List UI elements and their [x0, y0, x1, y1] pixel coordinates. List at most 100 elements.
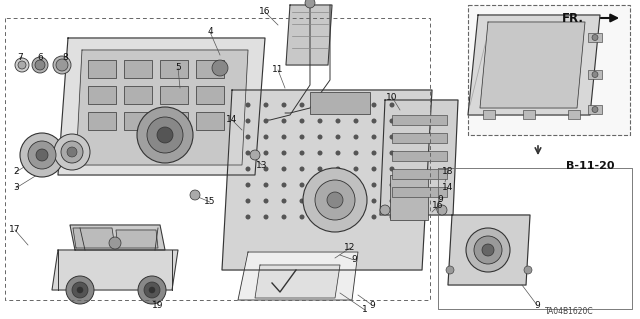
Polygon shape [448, 215, 530, 285]
Circle shape [282, 102, 287, 108]
Circle shape [300, 135, 305, 139]
Polygon shape [380, 100, 458, 215]
Bar [588, 33, 602, 42]
Circle shape [77, 287, 83, 293]
Circle shape [147, 117, 183, 153]
Circle shape [246, 167, 250, 172]
Bar [310, 92, 370, 114]
Circle shape [303, 168, 367, 232]
Circle shape [246, 118, 250, 123]
Circle shape [592, 71, 598, 78]
Polygon shape [255, 265, 340, 298]
Text: 18: 18 [442, 167, 454, 176]
Text: B-11-20: B-11-20 [566, 161, 614, 171]
Circle shape [190, 190, 200, 200]
Circle shape [282, 118, 287, 123]
Circle shape [144, 282, 160, 298]
Text: 5: 5 [175, 63, 181, 72]
Bar [88, 112, 116, 130]
Circle shape [109, 237, 121, 249]
Text: 17: 17 [9, 226, 20, 234]
Circle shape [380, 205, 390, 215]
Polygon shape [116, 230, 158, 248]
Text: TA04B1620C: TA04B1620C [545, 308, 594, 316]
Polygon shape [480, 22, 585, 108]
Polygon shape [238, 252, 358, 300]
Text: 2: 2 [13, 167, 19, 176]
Circle shape [353, 118, 358, 123]
Bar [160, 86, 188, 104]
Bar [392, 151, 447, 161]
Circle shape [353, 198, 358, 204]
Circle shape [335, 198, 340, 204]
Circle shape [282, 182, 287, 188]
Circle shape [28, 141, 56, 169]
Text: 16: 16 [259, 8, 271, 17]
Circle shape [305, 0, 315, 8]
Text: 10: 10 [387, 93, 397, 101]
Circle shape [371, 198, 376, 204]
Circle shape [157, 127, 173, 143]
Bar [392, 133, 447, 143]
Circle shape [54, 134, 90, 170]
Circle shape [446, 266, 454, 274]
Text: 4: 4 [207, 27, 213, 36]
Circle shape [335, 135, 340, 139]
Circle shape [300, 198, 305, 204]
Bar [196, 60, 224, 78]
Circle shape [20, 133, 64, 177]
Circle shape [282, 167, 287, 172]
Text: 9: 9 [437, 196, 443, 204]
Circle shape [138, 276, 166, 304]
Polygon shape [70, 225, 165, 250]
Circle shape [371, 151, 376, 155]
Circle shape [264, 135, 269, 139]
Circle shape [371, 182, 376, 188]
Circle shape [212, 60, 228, 76]
Bar [88, 86, 116, 104]
Circle shape [315, 180, 355, 220]
Bar [88, 60, 116, 78]
Circle shape [390, 151, 394, 155]
Bar [196, 112, 224, 130]
Circle shape [390, 135, 394, 139]
Bar [124, 86, 152, 104]
Circle shape [300, 151, 305, 155]
Bar [160, 112, 188, 130]
Circle shape [35, 60, 45, 70]
Circle shape [474, 236, 502, 264]
Circle shape [592, 107, 598, 113]
Polygon shape [76, 50, 248, 165]
Circle shape [264, 182, 269, 188]
Circle shape [246, 182, 250, 188]
Bar [468, 5, 630, 135]
Text: 14: 14 [442, 183, 454, 192]
Circle shape [317, 118, 323, 123]
Circle shape [317, 198, 323, 204]
Circle shape [264, 214, 269, 219]
Text: 7: 7 [17, 53, 23, 62]
Circle shape [335, 182, 340, 188]
Circle shape [246, 102, 250, 108]
Text: 12: 12 [344, 243, 356, 253]
Circle shape [56, 59, 68, 71]
Bar [588, 70, 602, 79]
Circle shape [53, 56, 71, 74]
Circle shape [390, 214, 394, 219]
Circle shape [317, 151, 323, 155]
Circle shape [390, 102, 394, 108]
Circle shape [282, 151, 287, 155]
Circle shape [390, 167, 394, 172]
Circle shape [317, 135, 323, 139]
Circle shape [18, 61, 26, 69]
Circle shape [335, 151, 340, 155]
Circle shape [353, 135, 358, 139]
Polygon shape [52, 250, 178, 290]
Circle shape [371, 102, 376, 108]
Bar [124, 112, 152, 130]
Circle shape [246, 151, 250, 155]
Circle shape [335, 167, 340, 172]
Circle shape [61, 141, 83, 163]
Circle shape [300, 102, 305, 108]
Polygon shape [468, 15, 600, 115]
